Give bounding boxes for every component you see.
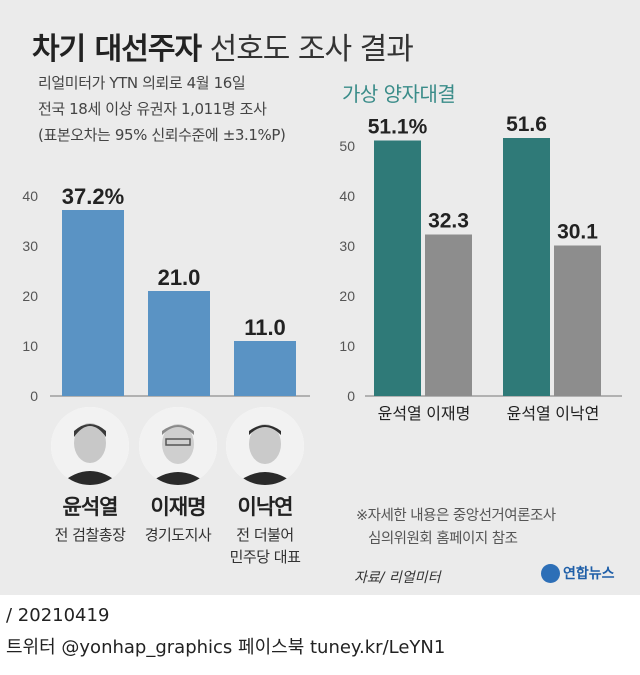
candidate-photo-lee-jm [139, 407, 217, 485]
candidate-name-1: 윤석열 [62, 495, 119, 519]
candidate-role-1: 전 검찰총장 [54, 526, 126, 544]
y-tick-label: 0 [30, 388, 38, 404]
candidate-photo-lee-ny [226, 407, 304, 485]
y-tick-label: 30 [22, 238, 38, 254]
matchup-title: 가상 양자대결 [342, 82, 456, 106]
source-label: 자료/ 리얼미터 [354, 570, 441, 586]
chart-canvas: 0 10 20 30 40 37.2% 21.0 11.0 0 10 20 30 40 50 51.1% 32… [22, 113, 622, 423]
group-label: 윤석열 이낙연 [507, 405, 600, 423]
title-light: 선호도 조사 결과 [209, 32, 414, 67]
bar [234, 341, 296, 396]
group-label: 윤석열 이재명 [378, 405, 471, 423]
candidate-role-2: 경기도지사 [144, 526, 212, 544]
bar-value-label: 21.0 [158, 265, 201, 290]
y-tick-label: 0 [347, 388, 355, 404]
candidate-name-2: 이재명 [150, 495, 207, 519]
bar-value-label: 51.1% [368, 116, 428, 139]
y-tick-label: 30 [339, 238, 355, 254]
y-tick-label: 20 [339, 288, 355, 304]
y-tick-label: 40 [22, 188, 38, 204]
survey-note-3: (표본오차는 95% 신뢰수준에 ±3.1%P) [38, 126, 286, 144]
bar [503, 138, 550, 396]
page-title: 차기 대선주자 선호도 조사 결과 [32, 24, 414, 68]
publisher-logo: 연합뉴스 [541, 563, 615, 583]
social-line: 트위터 @yonhap_graphics 페이스북 tuney.kr/LeYN1 [6, 637, 446, 658]
y-tick-label: 10 [339, 338, 355, 354]
y-tick-label: 40 [339, 188, 355, 204]
footnote: ※자세한 내용은 중앙선거여론조사 심의위원회 홈페이지 참조 [356, 505, 556, 551]
candidate-role-3b: 민주당 대표 [229, 548, 301, 566]
bar-value-label: 32.3 [428, 210, 469, 233]
y-tick-label: 20 [22, 288, 38, 304]
bar-value-label: 30.1 [557, 221, 598, 244]
bar [374, 140, 421, 396]
candidate-role-3a: 전 더불어 [236, 526, 294, 544]
footnote-line-1: ※자세한 내용은 중앙선거여론조사 [356, 508, 556, 524]
bar [62, 210, 124, 396]
survey-note-1: 리얼미터가 YTN 의뢰로 4월 16일 [38, 74, 246, 92]
bar-value-label: 51.6 [506, 113, 547, 136]
title-bold: 차기 대선주자 [32, 32, 202, 67]
date-line: / 20210419 [6, 605, 110, 626]
bar [554, 245, 601, 396]
bar-value-label: 37.2% [62, 184, 124, 209]
survey-note-2: 전국 18세 이상 유권자 1,011명 조사 [38, 100, 267, 118]
logo-text: 연합뉴스 [563, 566, 615, 582]
y-tick-label: 10 [22, 338, 38, 354]
footnote-line-2: 심의위원회 홈페이지 참조 [368, 531, 518, 547]
candidate-name-3: 이낙연 [237, 495, 294, 519]
bar [425, 234, 472, 396]
yonhap-logo-icon [541, 563, 560, 583]
candidate-photo-yoon [51, 407, 129, 485]
bar [148, 291, 210, 396]
bar-value-label: 11.0 [244, 315, 286, 340]
y-tick-label: 50 [339, 138, 355, 154]
